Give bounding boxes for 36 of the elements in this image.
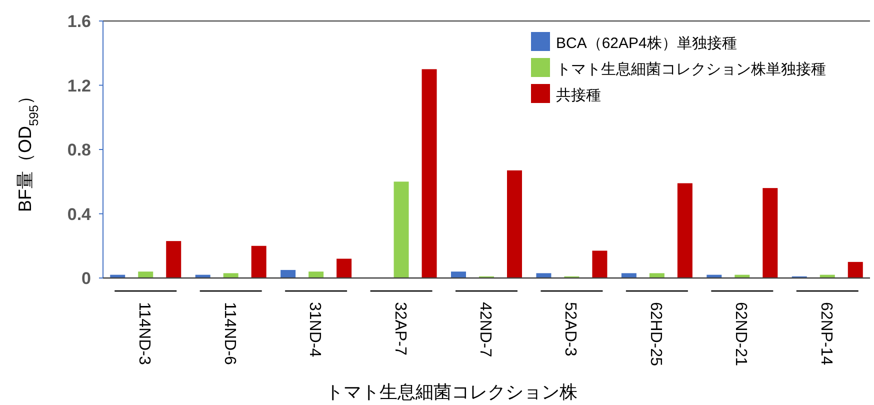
x-tick-label: 31ND-4 [306,302,324,358]
bar [677,183,692,278]
bar [308,272,324,278]
bar [166,241,182,278]
bar [451,272,466,278]
bar [621,273,636,278]
y-tick-label: 0.8 [67,140,91,160]
bar [536,273,552,278]
bar [649,273,664,278]
y-tick-label: 0.4 [67,204,92,224]
bar [251,246,266,278]
y-tick-label: 1.2 [67,76,91,96]
bar [223,273,238,278]
bar [848,262,863,278]
x-tick-label: 114ND-3 [136,302,153,365]
bar [422,69,437,278]
x-tick-label: 62NP-14 [817,302,834,366]
bar [507,170,522,278]
x-tick-label: 62ND-21 [732,302,750,366]
x-tick-label: 42ND-7 [476,302,494,358]
bar [138,272,154,278]
x-tick-label: 32AP-7 [391,302,408,356]
bar [336,258,352,278]
legend-label: トマト生息細菌コレクション株単独接種 [556,61,826,78]
bar [762,188,778,278]
x-tick-label: 52AD-3 [562,302,579,356]
y-tick-label: 1.6 [67,12,91,31]
legend-label: 共接種 [556,87,601,104]
x-tick-label: 62HD-25 [646,302,664,366]
x-axis-title: トマト生息細菌コレクション株 [326,382,578,402]
y-tick-label: 0 [82,269,91,288]
bar [394,182,409,278]
legend-label: BCA（62AP4株）単独接種 [556,35,737,52]
bar [280,270,296,278]
bar [592,250,608,278]
x-tick-label: 114ND-6 [220,302,238,365]
